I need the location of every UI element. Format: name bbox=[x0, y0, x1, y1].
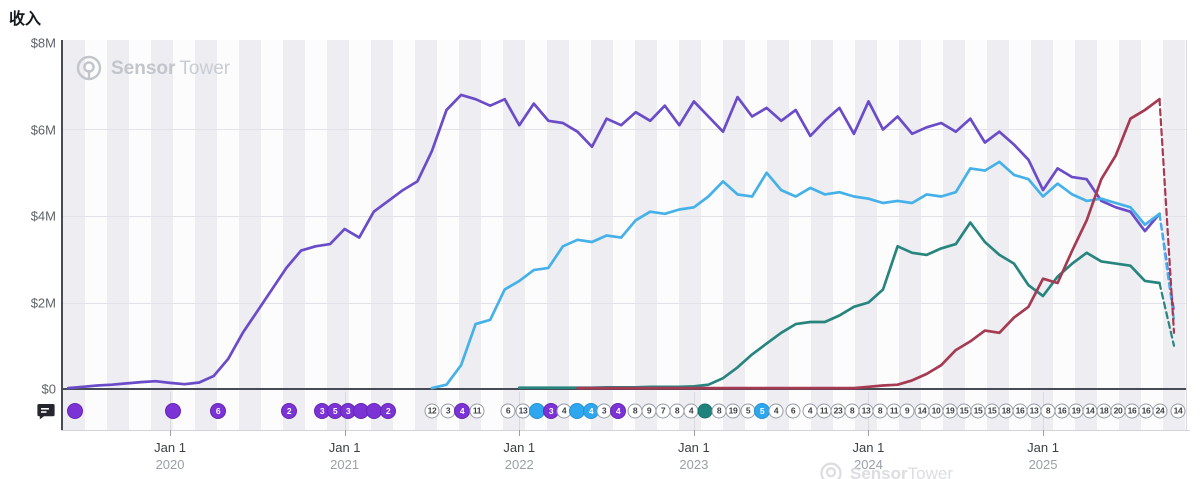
annotations-toggle-bubble-icon[interactable] bbox=[37, 402, 56, 421]
x-axis-tick bbox=[868, 430, 870, 436]
gridline-2m bbox=[63, 303, 1187, 304]
x-axis-tick bbox=[170, 430, 172, 436]
event-marker[interactable]: 20 bbox=[1110, 403, 1126, 419]
event-marker[interactable]: 18 bbox=[998, 403, 1014, 419]
event-marker[interactable]: 18 bbox=[1096, 403, 1112, 419]
event-marker[interactable]: 15 bbox=[956, 403, 972, 419]
sensortower-watermark: Sensor Tower bbox=[74, 54, 230, 84]
gridline-6m bbox=[63, 129, 1187, 130]
event-marker[interactable]: 23 bbox=[830, 403, 846, 419]
event-marker[interactable]: 10 bbox=[928, 403, 944, 419]
event-marker[interactable]: 24 bbox=[1152, 403, 1168, 419]
event-marker[interactable]: 2 bbox=[380, 403, 396, 419]
event-marker[interactable]: 7 bbox=[655, 403, 671, 419]
event-marker[interactable]: 19 bbox=[1068, 403, 1084, 419]
page-title: 收入 bbox=[9, 11, 42, 28]
series-line-purple bbox=[66, 93, 1161, 390]
sensortower-logo-icon bbox=[820, 462, 842, 479]
x-tick-label: Jan 1 2021 bbox=[328, 440, 361, 472]
x-tick-label: Jan 1 2023 bbox=[677, 440, 710, 472]
y-axis-label: $6M bbox=[30, 122, 56, 137]
watermark-brand-bold: Sensor bbox=[111, 58, 176, 79]
event-marker[interactable]: 13 bbox=[1026, 403, 1042, 419]
y-axis-label: $4M bbox=[30, 208, 56, 224]
event-marker[interactable]: 14 bbox=[914, 403, 930, 419]
event-marker[interactable]: 16 bbox=[1138, 403, 1154, 419]
event-marker[interactable] bbox=[67, 403, 83, 419]
event-marker[interactable]: 4 bbox=[768, 403, 784, 419]
event-marker[interactable]: 13 bbox=[858, 403, 874, 419]
event-marker[interactable]: 6 bbox=[500, 403, 516, 419]
x-axis-tick bbox=[519, 430, 521, 436]
event-marker[interactable]: 9 bbox=[899, 403, 915, 419]
sensortower-logo-icon bbox=[76, 55, 102, 81]
event-marker[interactable]: 4 bbox=[683, 403, 699, 419]
event-marker[interactable]: 19 bbox=[725, 403, 741, 419]
event-marker[interactable]: 11 bbox=[816, 403, 832, 419]
y-axis-label: $0 bbox=[41, 381, 56, 397]
event-marker[interactable]: 15 bbox=[970, 403, 986, 419]
event-marker[interactable]: 14 bbox=[1170, 403, 1186, 419]
event-marker[interactable]: 11 bbox=[469, 403, 485, 419]
gridline-4m bbox=[63, 216, 1187, 217]
event-marker[interactable]: 12 bbox=[424, 403, 440, 419]
event-marker[interactable]: 8 bbox=[844, 403, 860, 419]
event-marker[interactable]: 2 bbox=[281, 403, 297, 419]
watermark-brand-light: Tower bbox=[179, 58, 231, 79]
event-marker[interactable]: 4 bbox=[610, 403, 626, 419]
x-tick-label: Jan 1 2022 bbox=[503, 440, 536, 472]
series-line-crimson bbox=[576, 97, 1161, 390]
event-marker[interactable]: 16 bbox=[1012, 403, 1028, 419]
event-marker[interactable]: 6 bbox=[210, 403, 226, 419]
series-line-teal-dashed-tail bbox=[1158, 281, 1176, 347]
marker-strip-divider bbox=[61, 430, 1190, 431]
sensortower-watermark-bottom: SensorTower bbox=[818, 461, 953, 479]
x-axis-tick bbox=[693, 430, 695, 436]
event-marker[interactable]: 16 bbox=[1124, 403, 1140, 419]
event-marker[interactable]: 9 bbox=[641, 403, 657, 419]
plot-right-border bbox=[1186, 40, 1187, 430]
x-axis-tick bbox=[1043, 430, 1045, 436]
event-marker[interactable]: 8 bbox=[711, 403, 727, 419]
series-line-light-blue bbox=[430, 160, 1161, 390]
event-marker[interactable]: 4 bbox=[454, 403, 470, 419]
event-marker[interactable] bbox=[165, 403, 181, 419]
y-axis-label: $2M bbox=[30, 295, 56, 310]
series-line-crimson-dashed-tail bbox=[1158, 98, 1176, 334]
event-marker[interactable] bbox=[697, 403, 713, 419]
x-tick-label: Jan 1 2024 bbox=[852, 440, 885, 472]
event-marker[interactable]: 16 bbox=[1054, 403, 1070, 419]
x-axis-tick bbox=[344, 430, 346, 436]
event-marker[interactable]: 15 bbox=[984, 403, 1000, 419]
x-tick-label: Jan 1 2025 bbox=[1027, 440, 1059, 472]
event-marker[interactable]: 8 bbox=[872, 403, 888, 419]
event-marker[interactable]: 8 bbox=[1040, 403, 1056, 419]
x-tick-label: Jan 1 2020 bbox=[154, 440, 186, 472]
event-marker[interactable]: 8 bbox=[627, 403, 643, 419]
y-axis-label: $8M bbox=[30, 35, 56, 51]
event-marker[interactable]: 6 bbox=[785, 403, 801, 419]
event-marker[interactable]: 8 bbox=[669, 403, 685, 419]
y-axis-line bbox=[61, 40, 63, 430]
series-line-teal bbox=[517, 221, 1161, 390]
event-marker[interactable]: 19 bbox=[942, 403, 958, 419]
event-marker[interactable]: 14 bbox=[1082, 403, 1098, 419]
event-marker[interactable]: 4 bbox=[802, 403, 818, 419]
